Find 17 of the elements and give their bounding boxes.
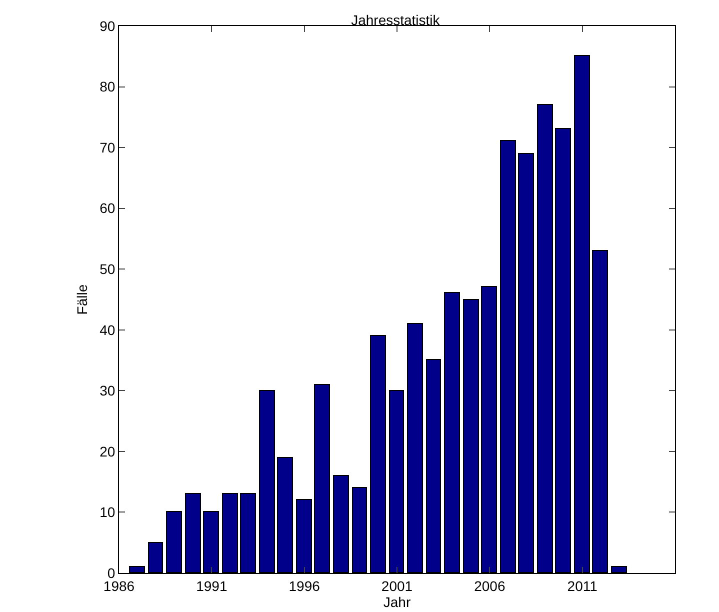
y-axis-title: Fälle bbox=[74, 284, 90, 315]
y-tick-label: 70 bbox=[100, 139, 116, 156]
y-tick-label: 60 bbox=[100, 200, 116, 216]
y-tick-label: 40 bbox=[100, 322, 116, 338]
y-tick-label: 30 bbox=[100, 382, 116, 399]
y-tick-label: 20 bbox=[100, 443, 116, 460]
chart-title: Jahresstatistik bbox=[351, 12, 441, 28]
y-tick-label: 10 bbox=[100, 504, 116, 520]
y-tick-label: 80 bbox=[100, 78, 116, 95]
x-tick-label: 1991 bbox=[196, 578, 228, 594]
x-axis-title: Jahr bbox=[383, 594, 411, 610]
x-tick-label: 2011 bbox=[567, 578, 598, 594]
x-tick-label: 1996 bbox=[288, 578, 320, 594]
x-tick-label: 2006 bbox=[474, 578, 506, 594]
y-tick-label: 50 bbox=[100, 261, 116, 278]
y-tick-label: 90 bbox=[100, 18, 116, 34]
x-tick-label: 2001 bbox=[381, 578, 413, 594]
